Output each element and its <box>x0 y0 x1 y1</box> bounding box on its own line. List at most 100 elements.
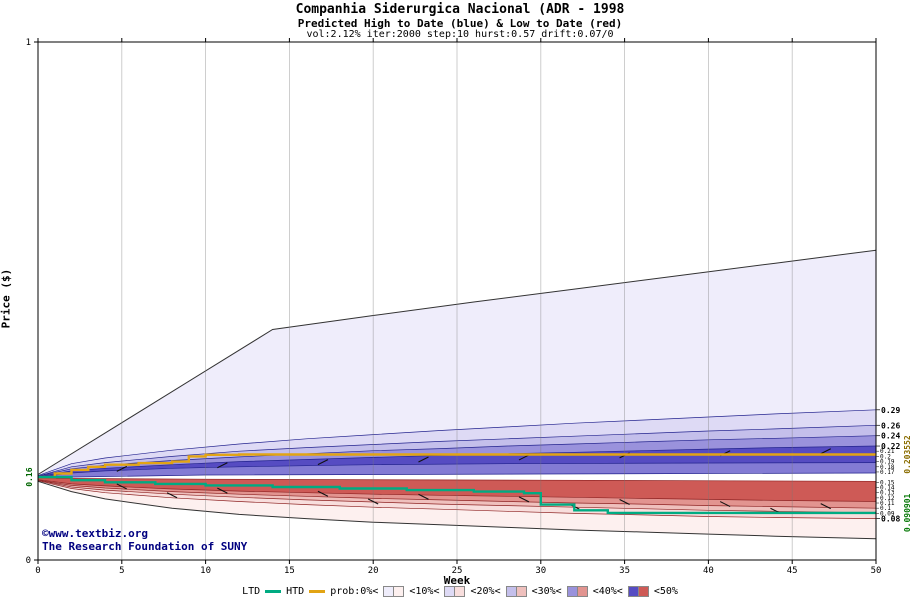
right-price-label-small: 0.17 <box>880 469 895 476</box>
band-boundary-blue-p20 <box>37 424 877 477</box>
ltd-final-value-label: 0.090901 <box>903 493 912 532</box>
legend-swatch-color <box>577 586 588 597</box>
right-price-label-small: 0.12 <box>880 495 895 502</box>
step-dash-mark <box>518 454 530 461</box>
prob-band-blue-4 <box>38 435 876 477</box>
legend-swatch-color <box>383 586 395 597</box>
step-dash-mark <box>820 448 831 455</box>
legend-swatch-color <box>505 586 517 597</box>
x-tick-label: 35 <box>619 566 630 576</box>
x-tick-label: 15 <box>284 566 295 576</box>
htd-line <box>38 453 876 479</box>
step-dash-mark <box>719 501 731 508</box>
prob-band-red-2 <box>38 479 876 509</box>
step-dash-mark <box>116 483 128 490</box>
prob-band-blue-1 <box>38 250 876 476</box>
band-boundary-red-p20 <box>37 480 877 519</box>
band-boundary-red-p40 <box>37 479 877 509</box>
prob-band-blue-3 <box>38 425 876 477</box>
right-price-label-small: 0.15 <box>880 479 895 486</box>
right-price-label-small: 0.1 <box>880 505 891 512</box>
x-tick-label: 20 <box>368 566 379 576</box>
x-tick-label: 25 <box>452 566 463 576</box>
legend-htd-line-swatch <box>309 590 326 593</box>
x-tick-label: 30 <box>535 566 546 576</box>
prob-band-blue-6 <box>38 462 876 478</box>
chart-parameters: vol:2.12% iter:2000 step:10 hurst:0.57 d… <box>306 29 614 40</box>
right-price-label: 0.22 <box>881 442 900 451</box>
band-boundary-blue-base <box>37 472 877 478</box>
step-dash-mark <box>820 503 831 510</box>
y-tick-label: 1 <box>26 38 31 48</box>
step-dash-mark <box>418 493 429 500</box>
legend-swatch-color <box>444 586 456 597</box>
x-tick-label: 40 <box>703 566 714 576</box>
right-price-label: 0.29 <box>881 406 900 415</box>
right-price-label-small: 0.09 <box>880 510 895 517</box>
legend-prob-label: prob:0%< <box>330 586 379 597</box>
chart-subtitle: Predicted High to Date (blue) & Low to D… <box>297 17 623 30</box>
legend-swatch-color <box>638 586 649 597</box>
legend: LTD HTD prob:0%< <10%< <20%< <30%< <40%< <50% <box>0 586 920 597</box>
band-boundary-blue-p50 <box>37 462 877 478</box>
right-price-label-small: 0.13 <box>880 490 895 497</box>
right-price-label-small: 0.2 <box>880 453 891 460</box>
x-tick-label: 0 <box>35 566 40 576</box>
step-dash-mark <box>217 487 228 494</box>
y-axis-label: Price ($) <box>0 268 13 329</box>
right-price-label-small: 0.11 <box>880 500 895 507</box>
x-tick-label: 50 <box>871 566 882 576</box>
step-dash-mark <box>619 498 630 505</box>
band-boundary-blue-p40 <box>37 445 877 477</box>
ltd-line <box>38 475 876 515</box>
watermark-url[interactable]: ©www.textbiz.org <box>42 527 148 540</box>
right-price-label-small: 0.18 <box>880 464 895 471</box>
step-dash-mark <box>116 465 128 472</box>
legend-band-swatch-3 <box>505 586 527 597</box>
step-dash-mark <box>518 496 530 503</box>
step-dash-mark <box>217 462 228 469</box>
legend-band-swatch-4 <box>566 586 588 597</box>
y-tick-label: 0 <box>26 556 31 566</box>
right-price-label-small: 0.19 <box>880 459 895 466</box>
step-dash-mark <box>418 456 429 463</box>
right-price-label-small: 0.14 <box>880 484 895 491</box>
band-boundary-blue-p10 <box>37 409 877 476</box>
band-boundary-red-p30 <box>37 479 877 514</box>
legend-swatch-color <box>394 586 405 597</box>
right-price-label: 0.08 <box>881 515 900 524</box>
legend-band-label-1: <10%< <box>409 586 440 597</box>
legend-htd-label: HTD <box>286 586 305 597</box>
legend-ltd-label: LTD <box>242 586 261 597</box>
right-price-label: 0.24 <box>881 432 900 441</box>
step-dash-mark <box>166 492 178 499</box>
right-price-label-small: 0.21 <box>880 448 895 455</box>
legend-band-swatch-5 <box>627 586 649 597</box>
x-tick-label: 5 <box>119 566 124 576</box>
legend-band-label-3: <30%< <box>531 586 562 597</box>
legend-swatch-color <box>455 586 466 597</box>
band-boundary-red-base <box>37 477 877 482</box>
right-price-label: 0.26 <box>881 421 900 430</box>
band-boundary-blue-max-envelope <box>37 249 877 475</box>
x-axis-label: Week <box>443 574 471 587</box>
legend-band-swatch-2 <box>444 586 466 597</box>
legend-ltd-line-swatch <box>265 590 282 593</box>
start-price-label: 0.16 <box>25 467 34 486</box>
legend-swatch-color <box>516 586 527 597</box>
x-tick-label: 45 <box>787 566 798 576</box>
chart-title: Companhia Siderurgica Nacional (ADR - 19… <box>295 2 625 17</box>
watermark-org: The Research Foundation of SUNY <box>42 540 248 553</box>
step-dash-mark <box>317 490 329 497</box>
band-boundary-red-min-envelope <box>37 480 877 540</box>
legend-swatch-color <box>627 586 639 597</box>
legend-band-label-5: <50% <box>653 586 678 597</box>
legend-swatch-color <box>566 586 578 597</box>
legend-band-label-2: <20%< <box>470 586 501 597</box>
x-tick-label: 10 <box>200 566 211 576</box>
band-boundary-red-p50 <box>37 479 877 502</box>
step-dash-mark <box>367 498 379 505</box>
legend-band-label-4: <40%< <box>592 586 623 597</box>
